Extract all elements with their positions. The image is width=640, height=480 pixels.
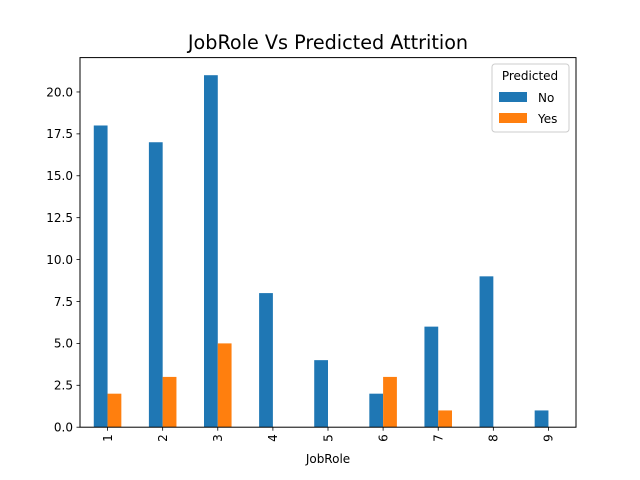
bar-no-6 (369, 393, 384, 428)
bar-no-1 (93, 125, 108, 428)
x-axis: 1 2 3 4 5 6 7 8 9 (101, 427, 556, 442)
bar-yes-1 (107, 393, 122, 428)
x-tick-label: 9 (542, 434, 556, 442)
legend-title: Predicted (502, 69, 558, 83)
y-tick-label: 7.5 (54, 295, 73, 309)
x-tick-label: 5 (321, 434, 335, 442)
bar-yes-3 (217, 343, 232, 428)
bar-no-7 (424, 326, 439, 428)
x-tick-label: 2 (156, 434, 170, 442)
x-tick-label: 6 (376, 434, 390, 442)
y-tick-label: 10.0 (46, 253, 73, 267)
x-tick-label: 3 (211, 434, 225, 442)
x-axis-label: JobRole (305, 452, 350, 466)
legend: Predicted No Yes (491, 63, 570, 133)
x-tick-label: 4 (266, 434, 280, 442)
bar-no-3 (204, 75, 218, 428)
bar-yes-2 (162, 376, 177, 428)
legend-swatch-no (499, 92, 527, 102)
bar-no-5 (314, 360, 328, 428)
legend-label-no: No (538, 91, 554, 105)
y-tick-label: 15.0 (46, 169, 73, 183)
x-tick-label: 8 (487, 434, 501, 442)
x-tick-label: 1 (101, 434, 115, 442)
bar-no-4 (259, 293, 273, 428)
chart-title: JobRole Vs Predicted Attrition (187, 31, 468, 54)
y-tick-label: 5.0 (54, 337, 73, 351)
bar-yes-6 (383, 376, 397, 428)
bar-no-8 (479, 276, 494, 428)
y-tick-label: 12.5 (46, 211, 73, 225)
bar-yes-7 (438, 410, 452, 428)
bar-no-9 (534, 410, 549, 428)
y-axis: 0.0 2.5 5.0 7.5 10.0 12.5 15.0 17.5 20.0 (46, 85, 80, 435)
y-tick-label: 0.0 (54, 421, 73, 435)
bars-layer (93, 75, 549, 428)
y-tick-label: 20.0 (46, 85, 73, 99)
x-tick-label: 7 (432, 434, 446, 442)
bar-no-2 (148, 142, 163, 428)
legend-label-yes: Yes (537, 112, 557, 126)
legend-swatch-yes (499, 113, 527, 123)
plot-area-frame (79, 57, 577, 428)
y-tick-label: 17.5 (46, 127, 73, 141)
y-tick-label: 2.5 (54, 379, 73, 393)
